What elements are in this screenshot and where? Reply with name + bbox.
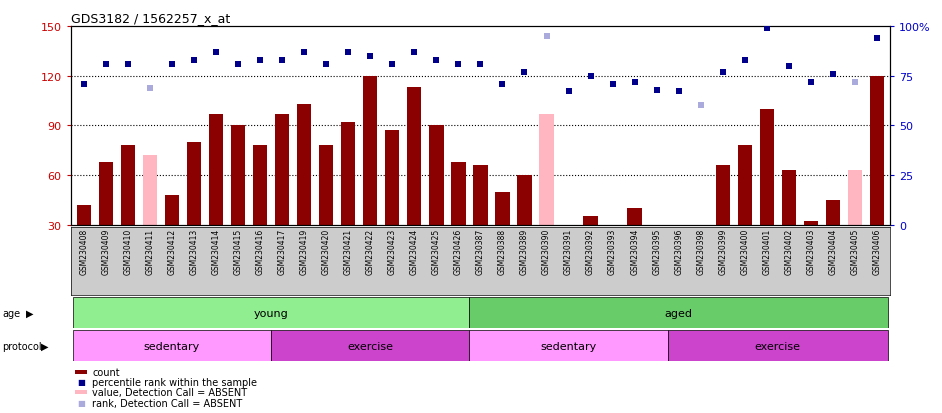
Bar: [473, 166, 488, 225]
Text: GSM230422: GSM230422: [365, 228, 375, 275]
Bar: [495, 192, 510, 225]
Text: protocol: protocol: [2, 341, 41, 351]
Bar: [231, 126, 245, 225]
Text: ▶: ▶: [26, 308, 34, 318]
Text: aged: aged: [665, 308, 692, 318]
Text: GSM230421: GSM230421: [344, 228, 352, 275]
Bar: [627, 209, 642, 225]
Bar: [738, 146, 752, 225]
Text: GSM230413: GSM230413: [189, 228, 199, 275]
Text: exercise: exercise: [755, 341, 801, 351]
Bar: [561, 225, 576, 261]
Text: GSM230387: GSM230387: [476, 228, 485, 275]
Text: GSM230404: GSM230404: [828, 228, 837, 275]
Bar: [99, 162, 113, 225]
Bar: [121, 146, 135, 225]
Text: ▶: ▶: [41, 341, 48, 351]
Text: GSM230410: GSM230410: [123, 228, 133, 275]
Text: count: count: [92, 367, 120, 377]
Bar: [469, 297, 888, 328]
Bar: [782, 171, 796, 225]
Bar: [187, 142, 202, 225]
Text: sedentary: sedentary: [144, 341, 200, 351]
Text: GSM230392: GSM230392: [586, 228, 595, 275]
Text: GSM230393: GSM230393: [609, 228, 617, 275]
Bar: [430, 126, 444, 225]
Text: GSM230415: GSM230415: [234, 228, 243, 275]
Bar: [275, 114, 289, 225]
Text: GSM230416: GSM230416: [255, 228, 265, 275]
Bar: [848, 171, 862, 225]
Bar: [407, 88, 421, 225]
Bar: [649, 225, 664, 237]
Bar: [583, 217, 598, 225]
Text: GDS3182 / 1562257_x_at: GDS3182 / 1562257_x_at: [71, 12, 230, 25]
Bar: [73, 330, 271, 361]
Text: GSM230426: GSM230426: [454, 228, 463, 275]
Text: percentile rank within the sample: percentile rank within the sample: [92, 377, 257, 387]
Bar: [540, 114, 554, 225]
Text: GSM230424: GSM230424: [410, 228, 419, 275]
Bar: [341, 123, 355, 225]
Text: GSM230399: GSM230399: [718, 228, 727, 275]
Bar: [271, 330, 469, 361]
Text: GSM230419: GSM230419: [300, 228, 309, 275]
Text: GSM230395: GSM230395: [652, 228, 661, 275]
Text: GSM230400: GSM230400: [740, 228, 749, 275]
Bar: [76, 205, 91, 225]
Bar: [517, 176, 531, 225]
Text: GSM230411: GSM230411: [145, 228, 154, 275]
Bar: [319, 146, 333, 225]
Text: GSM230425: GSM230425: [431, 228, 441, 275]
Text: GSM230417: GSM230417: [278, 228, 286, 275]
Bar: [165, 195, 179, 225]
Bar: [451, 162, 465, 225]
Text: GSM230391: GSM230391: [564, 228, 573, 275]
Text: value, Detection Call = ABSENT: value, Detection Call = ABSENT: [92, 387, 248, 397]
Bar: [606, 225, 620, 228]
Text: GSM230390: GSM230390: [542, 228, 551, 275]
Bar: [672, 225, 686, 245]
Bar: [363, 76, 378, 225]
Text: young: young: [253, 308, 288, 318]
Text: GSM230408: GSM230408: [79, 228, 89, 275]
Text: GSM230402: GSM230402: [785, 228, 793, 275]
Text: GSM230423: GSM230423: [388, 228, 397, 275]
Text: GSM230414: GSM230414: [212, 228, 220, 275]
Bar: [297, 104, 312, 225]
Text: GSM230388: GSM230388: [498, 228, 507, 275]
Text: GSM230403: GSM230403: [806, 228, 816, 275]
Text: ■: ■: [77, 377, 85, 387]
Text: GSM230420: GSM230420: [322, 228, 331, 275]
Text: GSM230406: GSM230406: [872, 228, 882, 275]
Text: GSM230401: GSM230401: [762, 228, 771, 275]
Text: rank, Detection Call = ABSENT: rank, Detection Call = ABSENT: [92, 398, 243, 408]
Bar: [716, 166, 730, 225]
Bar: [143, 156, 157, 225]
Bar: [253, 146, 268, 225]
Text: sedentary: sedentary: [541, 341, 596, 351]
Bar: [469, 330, 668, 361]
Bar: [869, 76, 885, 225]
Text: GSM230409: GSM230409: [102, 228, 110, 275]
Text: GSM230405: GSM230405: [851, 228, 859, 275]
Text: GSM230412: GSM230412: [168, 228, 176, 275]
Text: GSM230398: GSM230398: [696, 228, 706, 275]
Bar: [385, 131, 399, 225]
Bar: [668, 330, 888, 361]
Bar: [759, 109, 774, 225]
Bar: [804, 222, 818, 225]
Text: GSM230396: GSM230396: [674, 228, 683, 275]
Text: age: age: [2, 308, 20, 318]
Bar: [209, 114, 223, 225]
Text: GSM230394: GSM230394: [630, 228, 639, 275]
Text: GSM230389: GSM230389: [520, 228, 529, 275]
Bar: [73, 297, 469, 328]
Bar: [693, 225, 707, 242]
Bar: [826, 200, 840, 225]
Text: exercise: exercise: [348, 341, 393, 351]
Text: ■: ■: [77, 398, 85, 407]
